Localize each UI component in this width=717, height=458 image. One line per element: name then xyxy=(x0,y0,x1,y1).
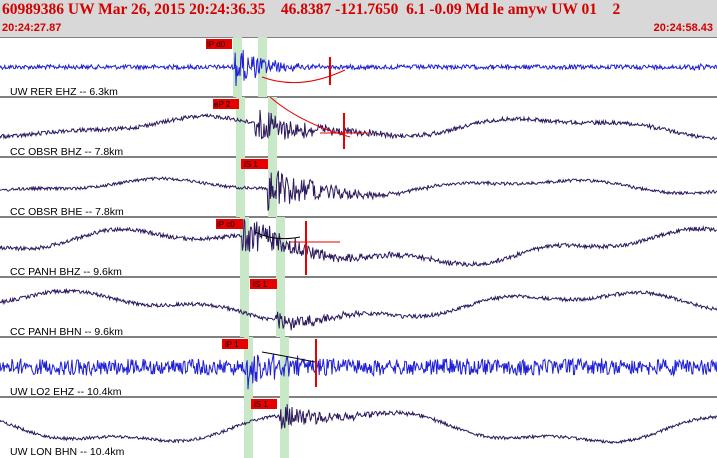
pick-flag[interactable] xyxy=(250,279,277,289)
pick-window xyxy=(244,397,253,458)
pick-window xyxy=(268,97,277,157)
pick-label: iS 1 xyxy=(244,160,258,169)
trace-panel-2[interactable]: eP 2 CC OBSR BHZ -- 7.8km xyxy=(0,97,717,158)
waveform xyxy=(0,170,717,211)
pick-window xyxy=(258,37,267,97)
pick-flag[interactable] xyxy=(206,39,232,49)
trace-panel-5[interactable]: iS 1 CC PANH BHN -- 9.6km xyxy=(0,277,717,338)
station-label: UW RER EHZ -- 6.3km xyxy=(10,86,118,98)
station-label: CC OBSR BHZ -- 7.8km xyxy=(10,146,123,158)
trace-panel-4[interactable]: iP c0 CC PANH BHZ -- 9.6km xyxy=(0,217,717,278)
event-title: 60989386 UW Mar 26, 2015 20:24:36.35 46.… xyxy=(2,1,621,18)
pick-label: iS 1 xyxy=(254,400,268,409)
decay-curve xyxy=(261,69,346,84)
pick-label: iP d0 xyxy=(207,40,226,49)
pick-window xyxy=(236,157,245,217)
header-bar: 60989386 UW Mar 26, 2015 20:24:36.35 46.… xyxy=(0,0,717,37)
pick-label: iP 1 xyxy=(225,340,239,349)
waveform xyxy=(0,404,717,445)
waveform xyxy=(0,109,717,141)
pick-label: iS 1 xyxy=(253,280,267,289)
waveform xyxy=(0,287,717,331)
station-label: UW LO2 EHZ -- 10.4km xyxy=(10,386,122,398)
pick-flag[interactable] xyxy=(241,159,268,169)
decay-curve xyxy=(269,96,351,138)
decay-curve xyxy=(254,231,301,240)
pick-flag[interactable] xyxy=(222,339,248,349)
trace-panel-3[interactable]: iS 1 CC OBSR BHE -- 7.8km xyxy=(0,157,717,218)
trace-panel-7[interactable]: iS 1 UW LON BHN -- 10.4km xyxy=(0,397,717,458)
trace-panel-1[interactable]: iP d0 UW RER EHZ -- 6.3km xyxy=(0,37,717,98)
pick-window xyxy=(240,277,249,337)
seismogram-panel[interactable]: iP d0 UW RER EHZ -- 6.3km eP 2 CC OBSR B… xyxy=(0,37,717,458)
pick-flag[interactable] xyxy=(251,399,277,409)
pick-label: eP 2 xyxy=(214,100,231,109)
decay-curve xyxy=(261,351,316,363)
waveform xyxy=(0,218,717,267)
pick-window xyxy=(244,337,253,397)
amplitude-marks xyxy=(254,57,370,387)
end-time: 20:24:58.43 xyxy=(653,22,713,34)
pick-window xyxy=(236,97,245,157)
pick-window xyxy=(240,217,249,277)
trace-panel-6[interactable]: iP 1 UW LO2 EHZ -- 10.4km xyxy=(0,337,717,398)
panel-dividers xyxy=(0,37,717,398)
station-label: CC PANH BHZ -- 9.6km xyxy=(10,266,122,278)
pick-window xyxy=(276,277,285,337)
pick-window xyxy=(276,217,285,277)
station-label: CC PANH BHN -- 9.6km xyxy=(10,326,123,338)
pick-flag[interactable] xyxy=(216,219,243,229)
waveform xyxy=(0,49,717,87)
station-label: UW LON BHN -- 10.4km xyxy=(10,446,125,458)
pick-label: iP c0 xyxy=(217,220,235,229)
pick-flag[interactable] xyxy=(213,99,239,109)
start-time: 20:24:27.87 xyxy=(2,22,62,34)
waveform xyxy=(0,353,717,390)
station-label: CC OBSR BHE -- 7.8km xyxy=(10,206,124,218)
pick-window xyxy=(233,37,242,97)
